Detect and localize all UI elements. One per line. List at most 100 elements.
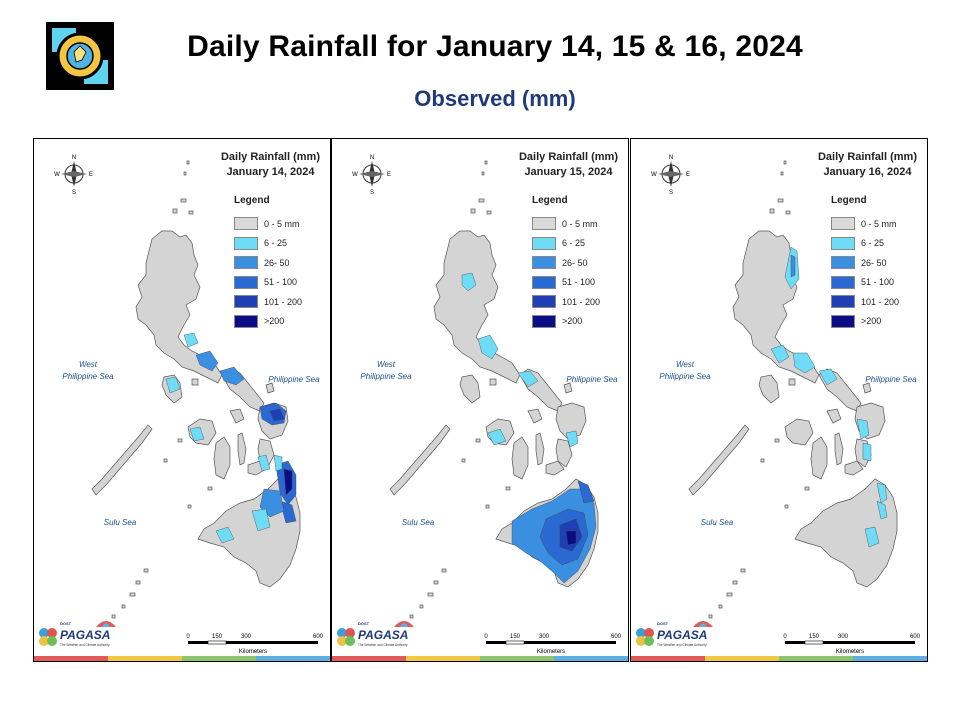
- map-heading: Daily Rainfall (mm) January 16, 2024: [818, 150, 917, 180]
- rainfall-area: [565, 430, 579, 448]
- legend-label: 26- 50: [562, 257, 588, 268]
- legend-item: 101 - 200: [234, 292, 329, 312]
- legend-swatch: [532, 236, 556, 250]
- svg-text:Kilometers: Kilometers: [537, 649, 565, 655]
- rainfall-area: [862, 442, 872, 462]
- svg-text:Philippine Sea: Philippine Sea: [566, 375, 618, 384]
- legend-label: 101 - 200: [562, 296, 601, 307]
- svg-text:PAGASA: PAGASA: [60, 628, 110, 642]
- legend-swatch: [831, 275, 855, 289]
- island-landmass: [688, 160, 898, 619]
- rainfall-area: [269, 408, 285, 422]
- legend-swatch: [831, 256, 855, 270]
- svg-text:PAGASA: PAGASA: [657, 628, 707, 642]
- svg-text:150: 150: [212, 634, 223, 640]
- legend-swatch: [234, 217, 258, 231]
- svg-text:0: 0: [186, 634, 190, 640]
- rainfall-legend: Legend 0 - 5 mm 6 - 25 26- 50 51 - 100 101 -…: [532, 195, 627, 331]
- svg-text:600: 600: [611, 634, 622, 640]
- legend-label: 6 - 25: [562, 238, 586, 249]
- legend-label: >200: [562, 316, 583, 327]
- rainfall-area: [219, 366, 245, 386]
- legend-swatch: [831, 295, 855, 309]
- svg-text:Philippine Sea: Philippine Sea: [360, 372, 412, 381]
- color-strip-segment: [480, 656, 554, 661]
- legend-item: >200: [532, 312, 627, 332]
- rainfall-area: [792, 352, 816, 374]
- map-date-label: January 16, 2024: [823, 166, 912, 178]
- svg-text:Philippine Sea: Philippine Sea: [268, 375, 320, 384]
- svg-text:0: 0: [783, 634, 787, 640]
- legend-item: 51 - 100: [532, 273, 627, 293]
- legend-title: Legend: [234, 195, 270, 206]
- legend-label: 51 - 100: [264, 277, 298, 288]
- rainfall-area: [257, 454, 271, 472]
- legend-item: 101 - 200: [831, 292, 926, 312]
- rainfall-map-panel-jan-15: N S E W: [331, 138, 629, 662]
- svg-text:N: N: [370, 155, 374, 161]
- color-strip-segment: [332, 656, 406, 661]
- page-subtitle: Observed (mm): [414, 86, 576, 111]
- legend-item: 6 - 25: [234, 234, 329, 254]
- svg-text:W: W: [54, 172, 60, 178]
- rainfall-area: [273, 454, 283, 472]
- legend-item: 6 - 25: [831, 234, 926, 254]
- svg-text:150: 150: [510, 634, 521, 640]
- scale-bar: 0 150 300 600 Kilometers: [781, 632, 921, 661]
- legend-item: 101 - 200: [532, 292, 627, 312]
- rainfall-area: [183, 332, 199, 348]
- legend-swatch: [234, 236, 258, 250]
- svg-text:N: N: [72, 155, 76, 161]
- map-date-label: January 15, 2024: [524, 166, 613, 178]
- legend-label: 101 - 200: [264, 296, 303, 307]
- svg-text:The Weather and Climate Author: The Weather and Climate Authority: [358, 643, 408, 647]
- legend-label: 51 - 100: [861, 277, 895, 288]
- color-strip-segment: [182, 656, 256, 661]
- legend-swatch: [532, 314, 556, 328]
- legend-swatch: [532, 295, 556, 309]
- legend-label: 6 - 25: [861, 238, 885, 249]
- pagasa-logo: DOST PAGASA The Weather and Climate Auth…: [36, 611, 126, 653]
- legend-swatch: [532, 275, 556, 289]
- legend-item: 26- 50: [234, 253, 329, 273]
- legend-title: Legend: [532, 195, 568, 206]
- legend-title: Legend: [831, 195, 867, 206]
- svg-text:600: 600: [910, 634, 921, 640]
- svg-text:W: W: [651, 172, 657, 178]
- rainfall-overlay: [165, 332, 297, 544]
- legend-item: >200: [831, 312, 926, 332]
- color-strip-segment: [853, 656, 927, 661]
- svg-text:Philippine Sea: Philippine Sea: [62, 372, 114, 381]
- svg-text:DOST: DOST: [60, 621, 72, 626]
- svg-text:The Weather and Climate Author: The Weather and Climate Authority: [60, 643, 110, 647]
- legend-swatch: [234, 295, 258, 309]
- rainfall-area: [477, 334, 499, 360]
- svg-text:West: West: [79, 360, 98, 369]
- rainfall-legend: Legend 0 - 5 mm 6 - 25 26- 50 51 - 100 101 -…: [234, 195, 329, 331]
- legend-swatch: [532, 217, 556, 231]
- legend-label: >200: [264, 316, 285, 327]
- svg-text:E: E: [387, 172, 391, 178]
- svg-text:E: E: [686, 172, 690, 178]
- svg-text:E: E: [89, 172, 93, 178]
- legend-label: 0 - 5 mm: [861, 218, 897, 229]
- legend-item: 0 - 5 mm: [831, 214, 926, 234]
- rainfall-area: [577, 480, 595, 504]
- svg-text:600: 600: [313, 634, 324, 640]
- svg-text:150: 150: [809, 634, 820, 640]
- legend-item: 26- 50: [532, 253, 627, 273]
- map-heading-label: Daily Rainfall (mm): [817, 151, 917, 163]
- legend-label: >200: [861, 316, 882, 327]
- color-strip-segment: [256, 656, 330, 661]
- rainfall-area: [461, 272, 477, 292]
- legend-item: 51 - 100: [831, 273, 926, 293]
- svg-text:DOST: DOST: [358, 621, 370, 626]
- philippines-map: N S E W: [54, 155, 320, 619]
- legend-swatch: [831, 217, 855, 231]
- rainfall-area: [283, 468, 293, 496]
- legend-item: 6 - 25: [532, 234, 627, 254]
- rainfall-area: [818, 368, 838, 386]
- pagasa-logo: DOST PAGASA The Weather and Climate Auth…: [633, 611, 723, 653]
- svg-text:West: West: [676, 360, 695, 369]
- svg-text:West: West: [377, 360, 396, 369]
